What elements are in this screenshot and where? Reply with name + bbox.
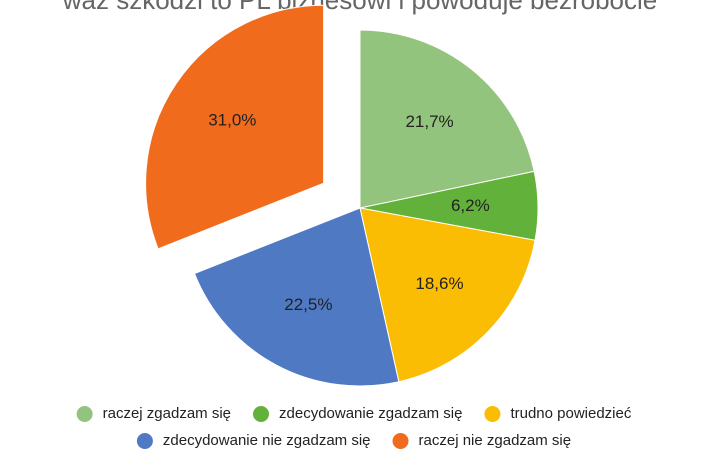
legend-marker (392, 433, 409, 449)
data-label: 6,2% (451, 196, 490, 215)
legend-label: trudno powiedzieć (510, 405, 631, 422)
data-label: 22,5% (284, 295, 332, 314)
legend-row: raczej zgadzam się zdecydowanie zgadzam s… (76, 405, 632, 422)
data-label: 31,0% (208, 111, 256, 130)
data-label: 18,6% (415, 274, 463, 293)
pie-slice (193, 207, 400, 387)
data-label: 21,7% (405, 112, 453, 131)
chart-title: waż szkodzi to PL biznesowi i powoduje b… (62, 0, 657, 15)
legend-row: zdecydowanie nie zgadzam się raczej nie z… (136, 432, 572, 449)
legend-marker (253, 406, 270, 422)
legend-marker (484, 406, 501, 422)
legend-label: raczej nie zgadzam się (419, 432, 572, 449)
legend-label: raczej zgadzam się (103, 405, 231, 422)
pie-slice (145, 4, 325, 250)
pie-slice (359, 29, 535, 209)
legend-label: zdecydowanie nie zgadzam się (163, 432, 371, 449)
legend-marker (76, 406, 93, 422)
legend-marker (136, 433, 153, 449)
pie-slice (359, 207, 536, 383)
legend-label: zdecydowanie zgadzam się (279, 405, 462, 422)
